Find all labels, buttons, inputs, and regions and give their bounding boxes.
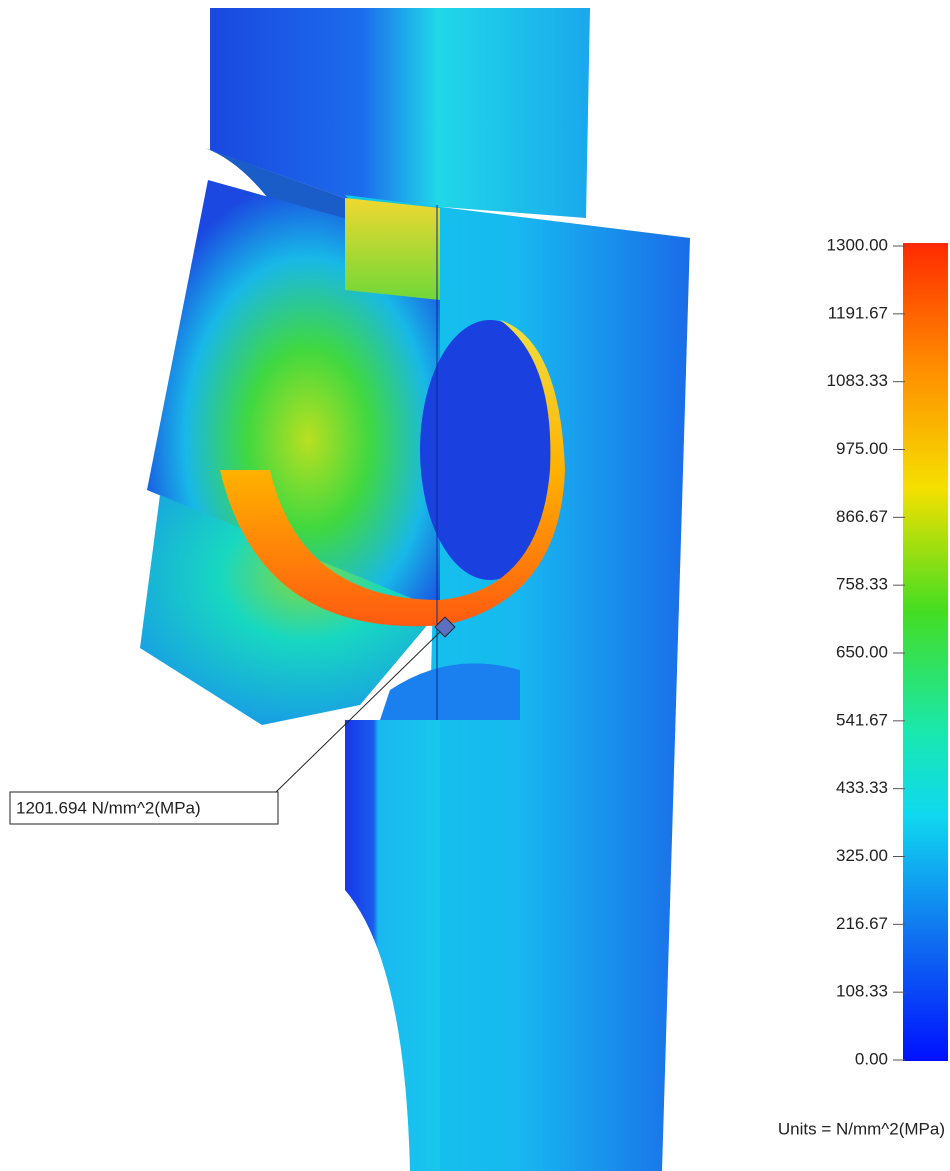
- lower-ledge: [380, 663, 520, 720]
- colorbar-tick-label: 650.00: [836, 642, 888, 661]
- colorbar-tick-label: 433.33: [836, 778, 888, 797]
- page: 1201.694 N/mm^2(MPa) Units = N/mm^2(MPa)…: [0, 0, 950, 1171]
- colorbar-tick-label: 1083.33: [827, 371, 888, 390]
- colorbar-tick-label: 975.00: [836, 439, 888, 458]
- colorbar-tick-label: 1300.00: [827, 235, 888, 254]
- colorbar-tick-label: 541.67: [836, 710, 888, 729]
- colorbar-tick-label: 758.33: [836, 575, 888, 594]
- colorbar-tick-label: 108.33: [836, 982, 888, 1001]
- probe-label: 1201.694 N/mm^2(MPa): [16, 798, 201, 817]
- colorbar-tick-label: 325.00: [836, 846, 888, 865]
- cap-face: [345, 198, 440, 300]
- units-label: Units = N/mm^2(MPa): [778, 1119, 945, 1138]
- colorbar-tick-label: 1191.67: [828, 303, 888, 322]
- fea-view: 1201.694 N/mm^2(MPa) Units = N/mm^2(MPa)…: [0, 0, 950, 1171]
- colorbar-tick-label: 216.67: [836, 914, 888, 933]
- colorbar: [903, 243, 948, 1061]
- colorbar-tick-label: 866.67: [836, 507, 888, 526]
- lower-column: [345, 720, 440, 1171]
- colorbar-tick-label: 0.00: [855, 1049, 888, 1068]
